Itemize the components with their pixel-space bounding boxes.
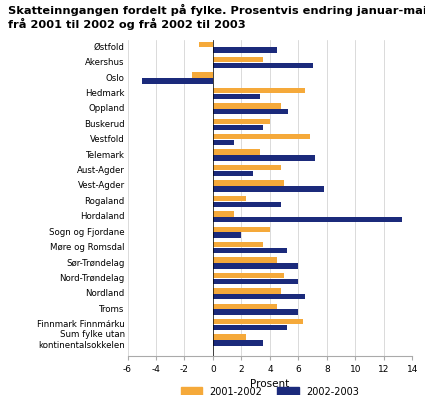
Bar bbox=[213, 278, 298, 284]
Bar bbox=[213, 294, 306, 299]
Text: frå 2001 til 2002 og frå 2002 til 2003: frå 2001 til 2002 og frå 2002 til 2003 bbox=[8, 18, 246, 30]
Bar bbox=[213, 171, 253, 176]
Bar bbox=[192, 72, 213, 78]
Bar bbox=[213, 124, 263, 130]
Bar bbox=[213, 304, 277, 309]
Bar bbox=[213, 217, 402, 222]
Bar bbox=[213, 273, 284, 278]
Bar bbox=[213, 180, 284, 186]
Text: Skatteinngangen fordelt på fylke. Prosentvis endring januar-mai: Skatteinngangen fordelt på fylke. Prosen… bbox=[8, 4, 425, 16]
X-axis label: Prosent: Prosent bbox=[250, 379, 289, 389]
Bar bbox=[213, 155, 315, 161]
Bar bbox=[213, 335, 246, 340]
Bar bbox=[213, 325, 287, 330]
Legend: 2001-2002, 2002-2003: 2001-2002, 2002-2003 bbox=[177, 383, 363, 395]
Bar bbox=[213, 88, 306, 93]
Bar bbox=[213, 63, 313, 68]
Bar bbox=[213, 57, 263, 62]
Bar bbox=[213, 340, 263, 346]
Bar bbox=[213, 310, 298, 315]
Bar bbox=[213, 186, 324, 192]
Bar bbox=[213, 140, 234, 145]
Bar bbox=[213, 263, 298, 269]
Bar bbox=[213, 232, 241, 238]
Bar bbox=[213, 227, 270, 232]
Bar bbox=[213, 196, 246, 201]
Bar bbox=[213, 94, 260, 99]
Bar bbox=[213, 103, 281, 109]
Bar bbox=[213, 47, 277, 53]
Bar bbox=[213, 319, 303, 324]
Bar bbox=[142, 78, 213, 84]
Bar bbox=[213, 242, 263, 247]
Bar bbox=[213, 248, 287, 253]
Bar bbox=[198, 41, 213, 47]
Bar bbox=[213, 201, 281, 207]
Bar bbox=[213, 211, 234, 216]
Bar bbox=[213, 109, 289, 115]
Bar bbox=[213, 165, 281, 170]
Bar bbox=[213, 118, 270, 124]
Bar bbox=[213, 258, 277, 263]
Bar bbox=[213, 134, 310, 139]
Bar bbox=[213, 288, 281, 293]
Bar bbox=[213, 149, 260, 155]
